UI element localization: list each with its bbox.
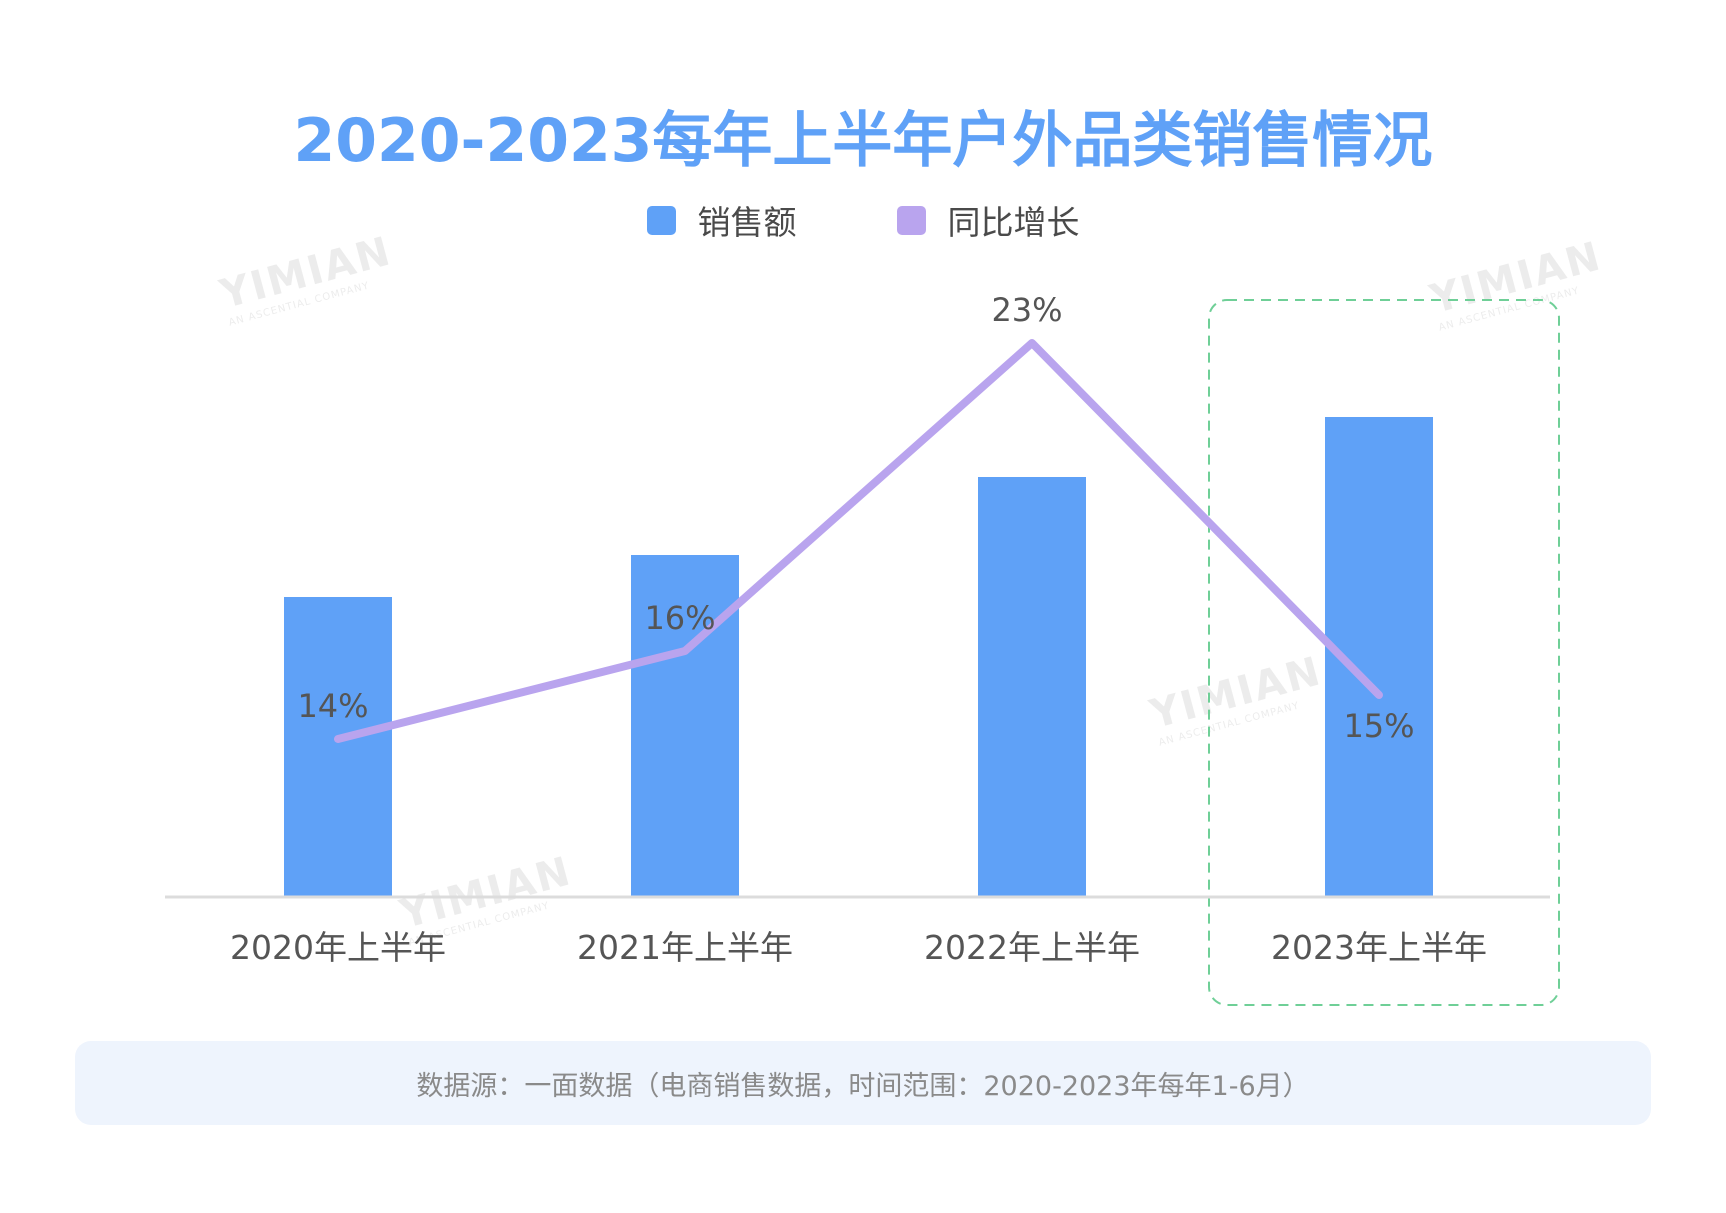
category-label-2: 2021年上半年 [577, 928, 793, 967]
chart-title: 2020-2023每年上半年户外品类销售情况 [293, 106, 1433, 176]
category-label-4: 2023年上半年 [1271, 928, 1487, 967]
growth-label-3: 23% [991, 291, 1062, 329]
growth-label-4: 15% [1343, 707, 1414, 745]
category-label-1: 2020年上半年 [230, 928, 446, 967]
data-source-text: 数据源：一面数据（电商销售数据，时间范围：2020-2023年每年1-6月） [416, 1070, 1310, 1102]
bar-3 [978, 477, 1086, 897]
legend-swatch-sales [646, 205, 676, 235]
chart-plot: 14% 16% 23% 15% 2020年上半年 2021年上半年 2022年上半年 202… [165, 291, 1560, 1006]
bar-2 [631, 555, 739, 897]
category-label-3: 2022年上半年 [924, 928, 1140, 967]
growth-label-1: 14% [297, 687, 368, 725]
legend-item-growth: 同比增长 [896, 196, 1080, 244]
legend-label-sales: 销售额 [697, 203, 797, 242]
highlight-box [1208, 299, 1560, 1006]
legend: 销售额 同比增长 [0, 196, 1726, 244]
bar-1 [284, 597, 392, 897]
growth-label-2: 16% [644, 599, 715, 637]
legend-swatch-growth [896, 205, 926, 235]
data-source-note: 数据源：一面数据（电商销售数据，时间范围：2020-2023年每年1-6月） [75, 1041, 1651, 1125]
growth-line [334, 339, 1383, 743]
legend-label-growth: 同比增长 [947, 203, 1080, 242]
legend-item-sales: 销售额 [646, 196, 797, 244]
